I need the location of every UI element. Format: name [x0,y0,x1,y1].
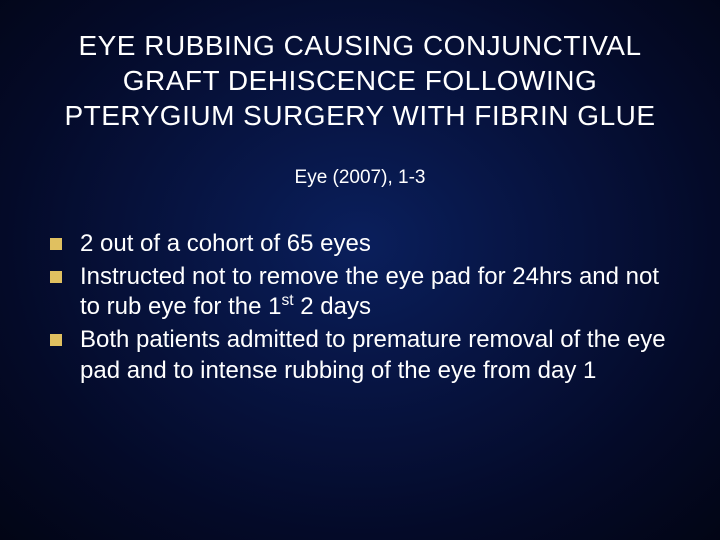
bullet-item: Both patients admitted to premature remo… [80,325,670,386]
bullet-item: Instructed not to remove the eye pad for… [80,262,670,323]
title-line: PTERYGIUM SURGERY WITH FIBRIN GLUE [64,100,655,131]
bullet-list: 2 out of a cohort of 65 eyesInstructed n… [32,229,688,387]
slide-title: EYE RUBBING CAUSING CONJUNCTIVAL GRAFT DE… [32,28,688,133]
bullet-item: 2 out of a cohort of 65 eyes [80,229,670,260]
citation-text: Eye (2007), 1-3 [32,167,688,189]
title-line: EYE RUBBING CAUSING CONJUNCTIVAL [78,30,641,61]
title-line: GRAFT DEHISCENCE FOLLOWING [123,65,598,96]
